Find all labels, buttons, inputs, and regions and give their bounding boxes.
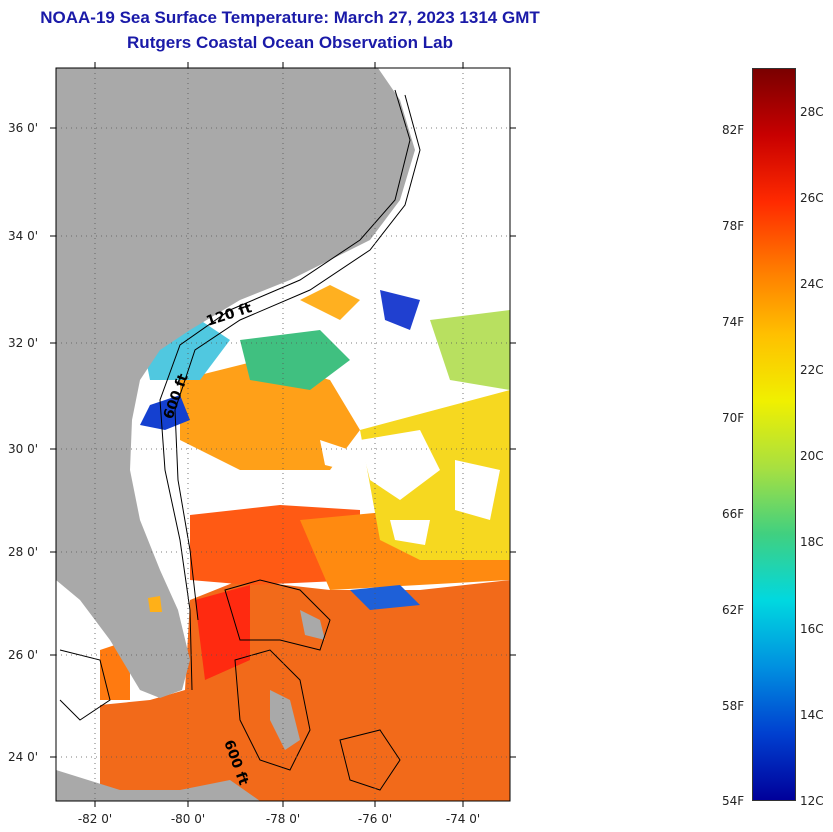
sst-field (100, 285, 510, 801)
lat-label-32: 32 0' (8, 336, 38, 350)
lon-label-74: -74 0' (446, 812, 480, 826)
colorbar-label-54f: 54F (722, 794, 745, 808)
colorbar-label-58f: 58F (722, 699, 745, 713)
lon-label-80: -80 0' (171, 812, 205, 826)
colorbar-label-82f: 82F (722, 123, 745, 137)
map-subtitle: Rutgers Coastal Ocean Observation Lab (127, 33, 453, 52)
lon-label-76: -76 0' (358, 812, 392, 826)
tick-marks (50, 62, 516, 807)
colorbar-label-78f: 78F (722, 219, 745, 233)
colorbar-label-18c: 18C (800, 535, 824, 549)
lat-label-26: 26 0' (8, 648, 38, 662)
colorbar-label-16c: 16C (800, 622, 824, 636)
land (56, 68, 415, 801)
lat-label-36: 36 0' (8, 121, 38, 135)
cloud-cover (320, 430, 500, 545)
lat-label-28: 28 0' (8, 545, 38, 559)
lon-label-78: -78 0' (266, 812, 300, 826)
colorbar-label-74f: 74F (722, 315, 745, 329)
colorbar-label-22c: 22C (800, 363, 824, 377)
lat-label-24: 24 0' (8, 750, 38, 764)
lat-label-34: 34 0' (8, 229, 38, 243)
colorbar-label-20c: 20C (800, 449, 824, 463)
temperature-colorbar (752, 68, 796, 801)
colorbar-label-28c: 28C (800, 105, 824, 119)
colorbar-label-12c: 12C (800, 794, 824, 808)
map-title: NOAA-19 Sea Surface Temperature: March 2… (40, 8, 540, 27)
colorbar-label-62f: 62F (722, 603, 745, 617)
lat-label-30: 30 0' (8, 442, 38, 456)
colorbar-label-14c: 14C (800, 708, 824, 722)
colorbar-label-66f: 66F (722, 507, 745, 521)
lon-label-82: -82 0' (78, 812, 112, 826)
colorbar-label-24c: 24C (800, 277, 824, 291)
colorbar-label-26c: 26C (800, 191, 824, 205)
graticule (56, 68, 510, 801)
colorbar-label-70f: 70F (722, 411, 745, 425)
